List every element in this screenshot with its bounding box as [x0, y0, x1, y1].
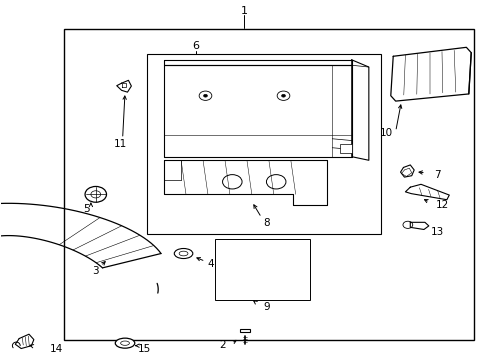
- Ellipse shape: [121, 341, 129, 345]
- Circle shape: [281, 94, 285, 97]
- Ellipse shape: [179, 251, 187, 256]
- Text: 5: 5: [82, 204, 89, 214]
- Text: 7: 7: [433, 170, 440, 180]
- Text: 10: 10: [379, 129, 392, 138]
- Text: 2: 2: [219, 340, 225, 350]
- Text: 6: 6: [192, 41, 199, 50]
- Ellipse shape: [115, 338, 135, 348]
- Text: 13: 13: [429, 227, 443, 237]
- Text: 15: 15: [138, 343, 151, 354]
- Text: 14: 14: [50, 343, 63, 354]
- Bar: [339, 144, 351, 153]
- Text: 8: 8: [263, 218, 269, 228]
- Text: 12: 12: [434, 200, 447, 210]
- Bar: [215, 239, 310, 300]
- Text: 4: 4: [206, 259, 213, 269]
- Ellipse shape: [174, 248, 192, 258]
- Text: 1: 1: [241, 6, 247, 17]
- Text: 3: 3: [92, 266, 99, 276]
- Circle shape: [203, 94, 207, 97]
- Text: 11: 11: [113, 139, 126, 149]
- Bar: [239, 329, 250, 332]
- Text: 9: 9: [263, 302, 269, 312]
- Bar: [64, 30, 473, 339]
- Bar: [147, 54, 380, 234]
